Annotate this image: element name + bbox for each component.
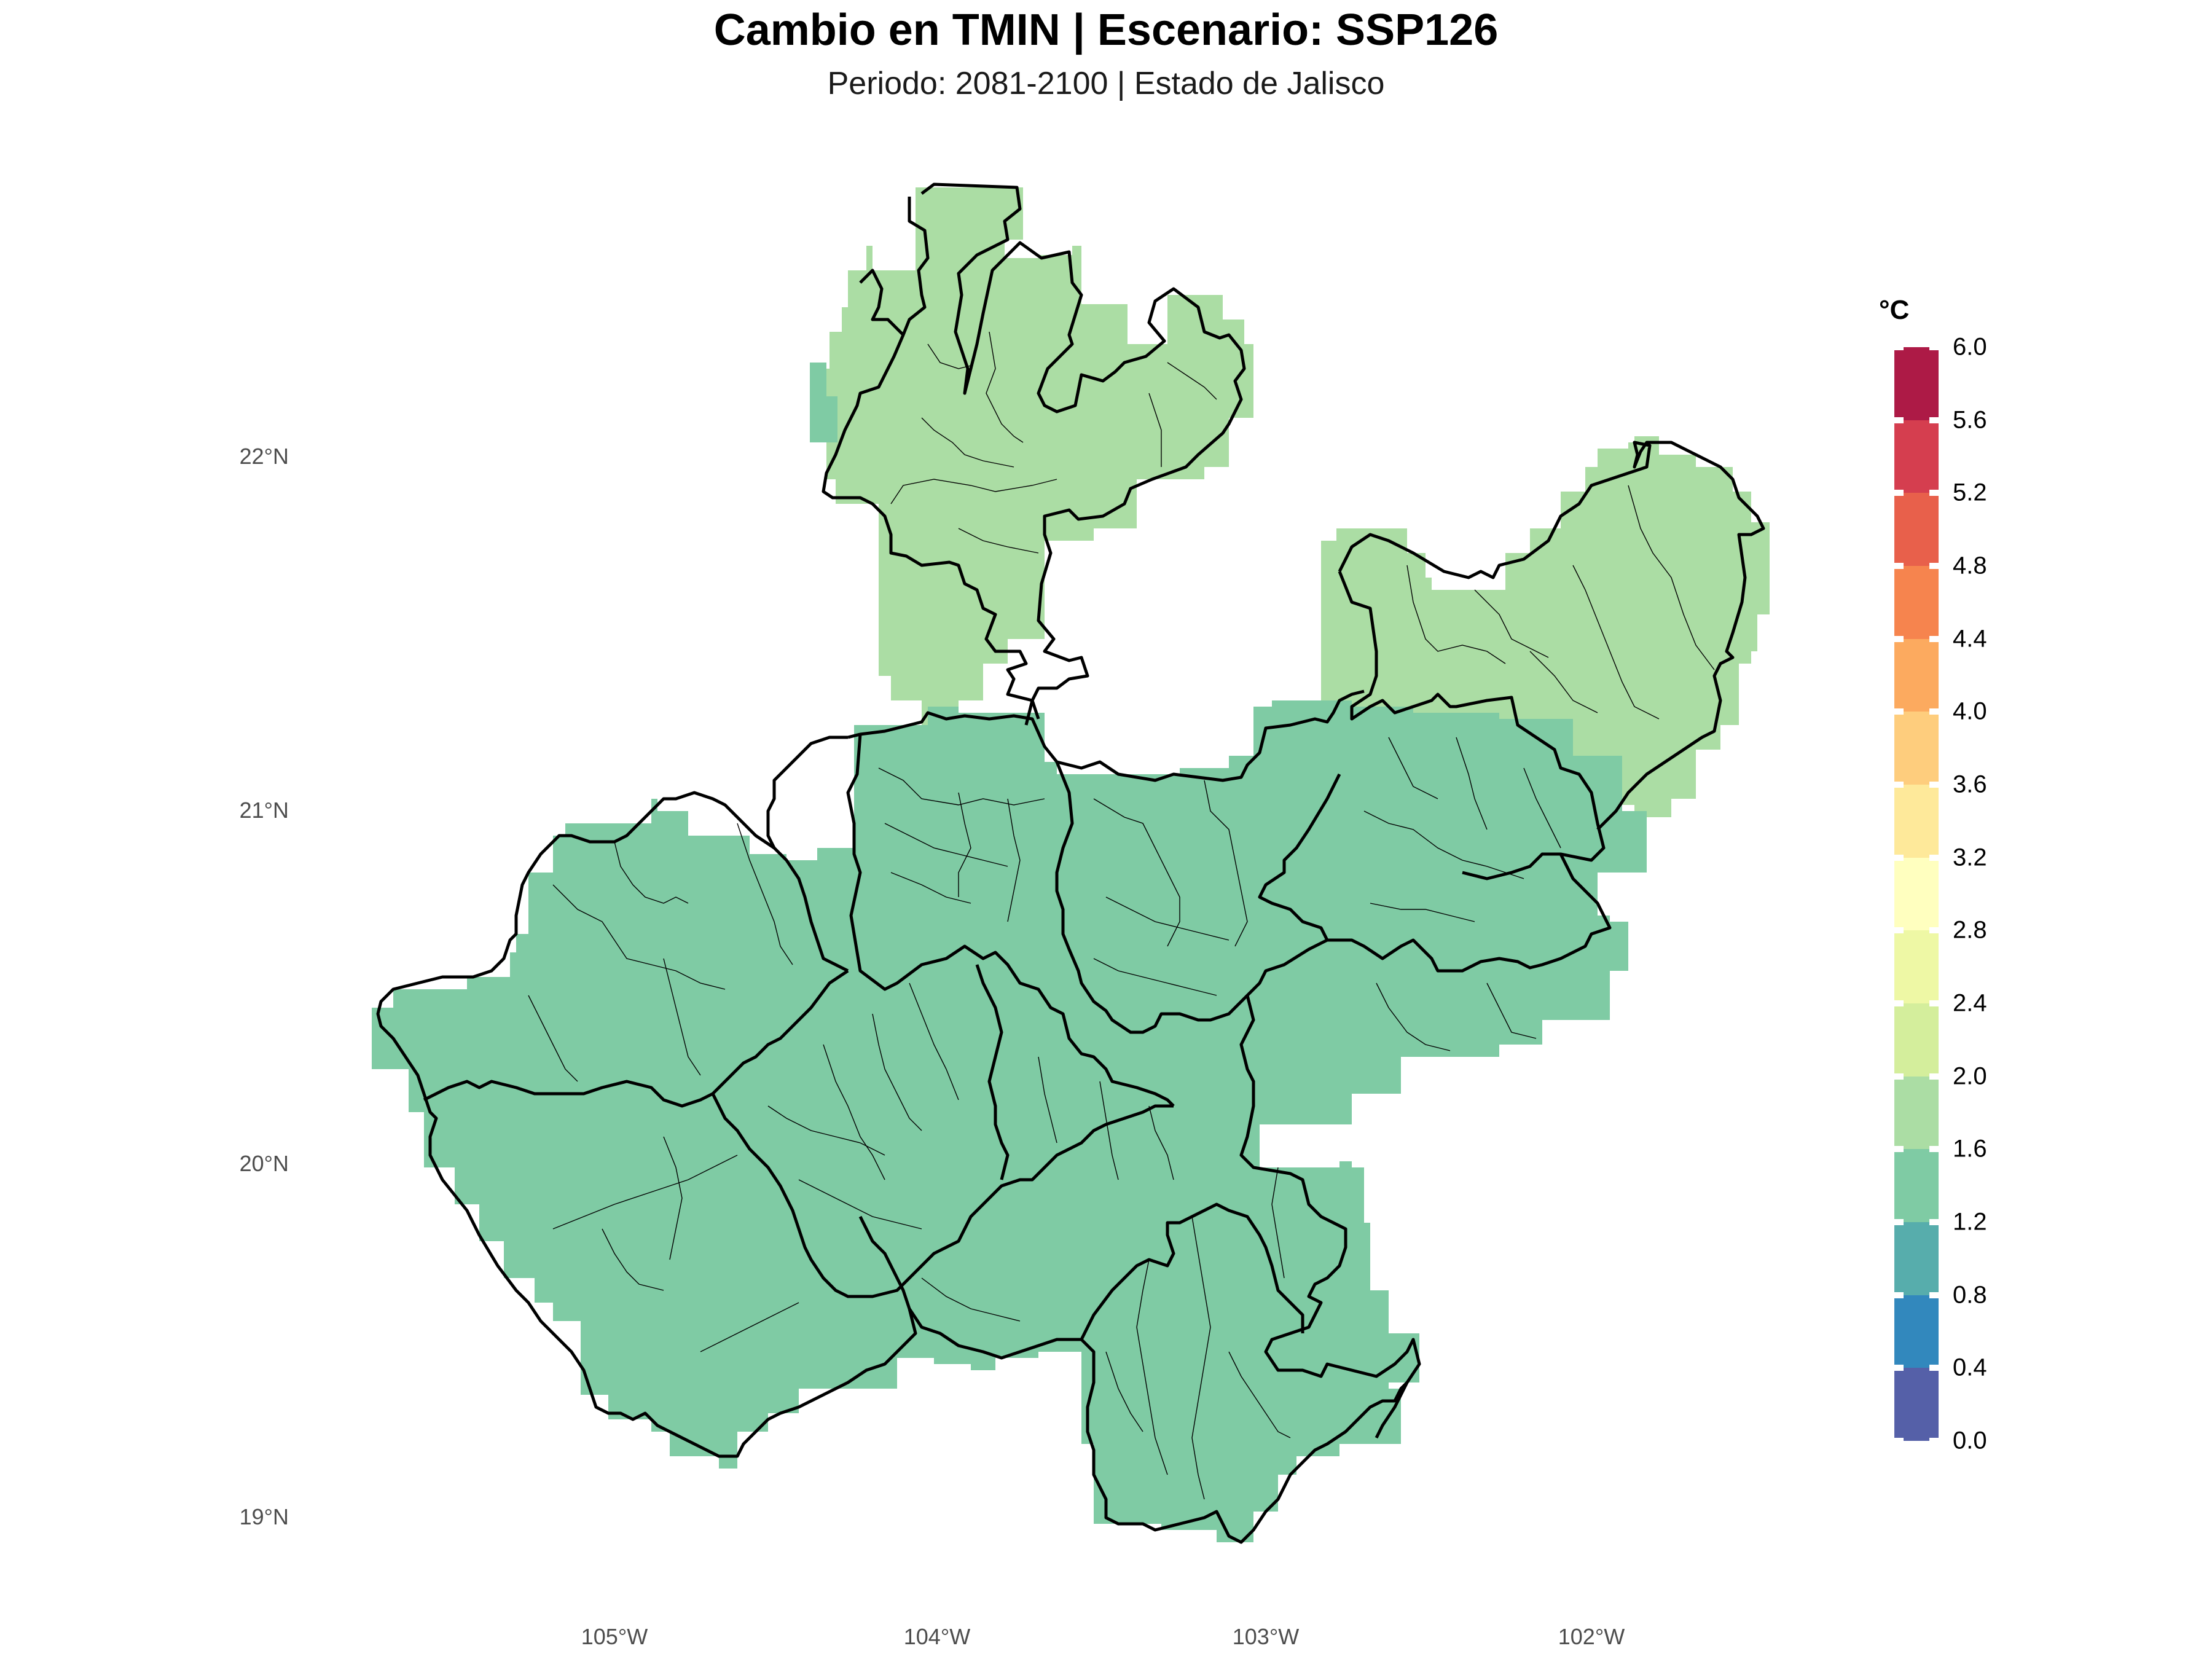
lon-label-104: 104°W [903,1624,971,1649]
legend-label-4.0: 4.0 [1953,697,1987,725]
lon-label-103: 103°W [1232,1624,1300,1649]
legend-label-3.6: 3.6 [1953,771,1987,798]
legend-bin-2.8-3.2 [1894,857,1939,931]
legend-label-0.4: 0.4 [1953,1354,1987,1381]
legend-label-3.2: 3.2 [1953,844,1987,871]
boundary-center [847,689,1365,782]
raster-north-teal [810,396,837,442]
legend-bin-1.6-2.0 [1894,1076,1939,1150]
boundary-north [920,182,1246,726]
region-boundaries [376,182,1765,1544]
legend-bin-0.4-0.8 [1894,1295,1939,1368]
legend-label-2.0: 2.0 [1953,1062,1987,1090]
raster-south [372,700,1647,1542]
legend-bin-1.2-1.6 [1894,1149,1939,1222]
legend-label-0.8: 0.8 [1953,1281,1987,1309]
lat-label-22: 22°N [239,444,289,469]
legend-label-4.8: 4.8 [1953,552,1987,579]
legend-bin-3.2-3.6 [1894,785,1939,858]
raster-north [817,187,1253,737]
lat-label-19: 19°N [239,1504,289,1529]
legend-bin-2.4-2.8 [1894,930,1939,1003]
color-legend: °C 6.0 5.6 5.2 4.8 4. [1868,295,2052,1462]
legend-label-1.2: 1.2 [1953,1208,1987,1236]
legend-label-5.2: 5.2 [1953,479,1987,506]
lon-label-105: 105°W [581,1624,648,1649]
legend-bin-3.6-4.0 [1894,712,1939,785]
legend-bin-0.0-0.4 [1894,1368,1939,1441]
municipal-boundaries [528,331,1715,1500]
chart-subtitle: Periodo: 2081-2100 | Estado de Jalisco [827,66,1385,101]
legend-bin-0.8-1.2 [1894,1222,1939,1295]
legend-label-6.0: 6.0 [1953,333,1987,361]
legend-bin-4.4-4.8 [1894,566,1939,639]
boundary-west [423,969,849,1108]
legend-bin-5.2-5.6 [1894,420,1939,493]
raster-northeast [1321,436,1770,817]
legend-label-4.4: 4.4 [1953,625,1987,653]
legend-bin-2.0-2.4 [1894,1003,1939,1077]
legend-label-2.8: 2.8 [1953,916,1987,944]
legend-bin-4.0-4.4 [1894,638,1939,712]
lat-label-20: 20°N [239,1151,289,1176]
legend-label-0.0: 0.0 [1953,1427,1987,1454]
legend-title: °C [1879,295,1910,325]
lat-label-21: 21°N [239,798,289,823]
legend-colorbar [1894,344,1939,1444]
legend-bin-5.6-6.0 [1894,347,1939,420]
boundary-northeast [1338,441,1765,831]
legend-label-5.6: 5.6 [1953,406,1987,434]
legend-label-2.4: 2.4 [1953,989,1987,1017]
chart-title: Cambio en TMIN | Escenario: SSP126 [713,6,1499,55]
lon-label-102: 102°W [1558,1624,1625,1649]
legend-bin-4.8-5.2 [1894,493,1939,566]
legend-label-1.6: 1.6 [1953,1135,1987,1163]
raster-cells [372,187,1770,1542]
